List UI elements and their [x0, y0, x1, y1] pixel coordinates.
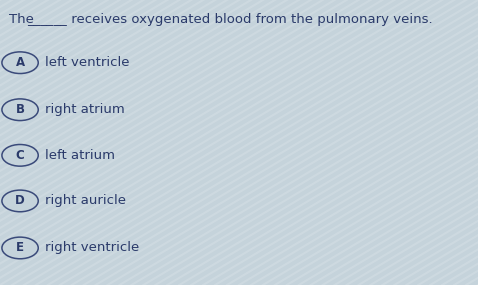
Circle shape [2, 144, 38, 166]
Text: The: The [9, 13, 38, 26]
Text: C: C [16, 149, 24, 162]
Text: B: B [16, 103, 24, 116]
Text: right ventricle: right ventricle [45, 241, 140, 255]
Text: A: A [15, 56, 25, 69]
Text: right atrium: right atrium [45, 103, 125, 116]
Text: left ventricle: left ventricle [45, 56, 130, 69]
Circle shape [2, 237, 38, 259]
Circle shape [2, 52, 38, 74]
Text: left atrium: left atrium [45, 149, 115, 162]
Circle shape [2, 99, 38, 121]
Text: receives oxygenated blood from the pulmonary veins.: receives oxygenated blood from the pulmo… [67, 13, 433, 26]
Text: right auricle: right auricle [45, 194, 126, 207]
Text: ______: ______ [27, 13, 66, 26]
Circle shape [2, 190, 38, 212]
Text: E: E [16, 241, 24, 255]
Text: D: D [15, 194, 25, 207]
